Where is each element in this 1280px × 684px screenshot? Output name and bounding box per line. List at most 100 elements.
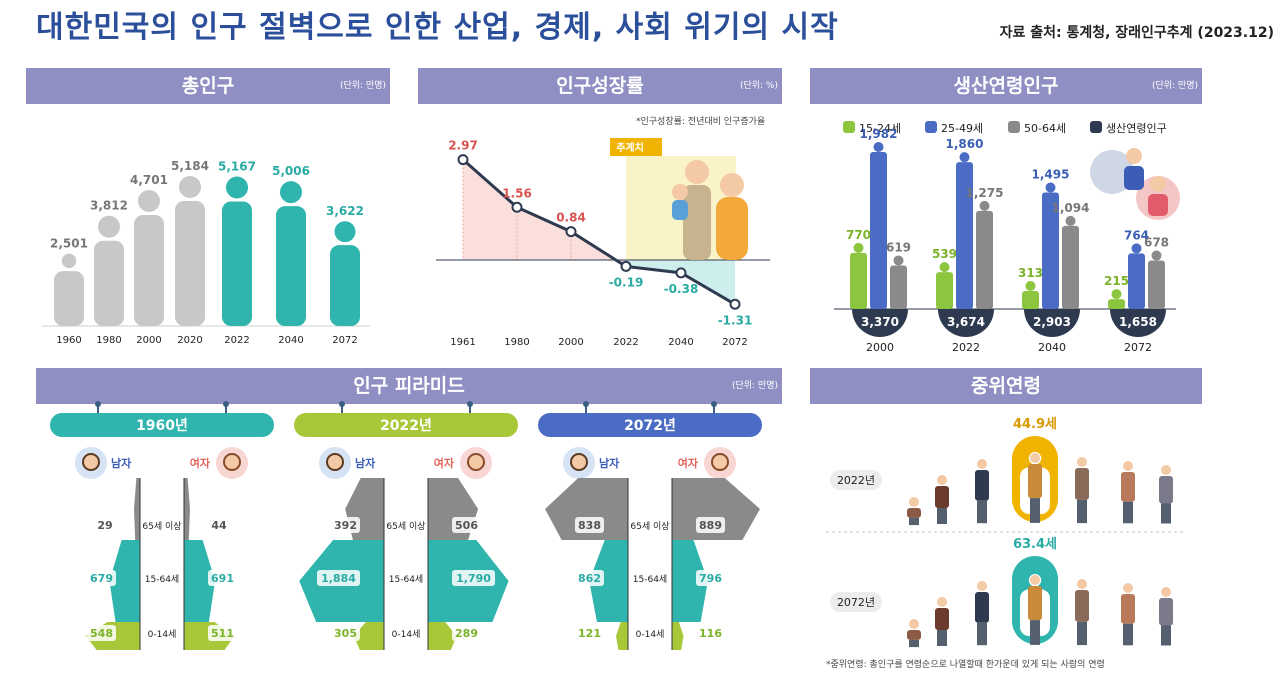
source-note: 자료 출처: 통계청, 장래인구추계 (2023.12): [999, 25, 1274, 41]
median-person-body: [975, 470, 989, 501]
total-value-label: 5,006: [272, 164, 310, 178]
projection-tag: [610, 138, 662, 156]
pyramid-unit: (단위: 만명): [731, 381, 778, 391]
negative-area: [626, 260, 735, 305]
median-person: [1121, 583, 1135, 646]
working-bar-body: [956, 162, 973, 309]
median-person: [975, 459, 989, 524]
year-pill: [294, 413, 518, 437]
pyramid-male-value-bg: [575, 570, 604, 586]
workers-illustration: [1090, 148, 1180, 220]
total-bar-2040-body: [276, 206, 306, 326]
total-bar-2072-head: [334, 221, 356, 243]
working-total-badge: [1110, 309, 1166, 337]
growth-x-tick: 1961: [450, 337, 475, 348]
working-bar-head: [1045, 182, 1056, 193]
total-bar-2000-body: [134, 214, 164, 326]
year-pill-label: 2022년: [380, 418, 432, 434]
median-person: [1159, 587, 1173, 646]
median-person-body: [1028, 586, 1042, 621]
age-group-label: 15-64세: [633, 574, 667, 585]
pyramid-female-value: 289: [455, 627, 478, 640]
mother-head: [720, 173, 744, 197]
working-bar: [1022, 280, 1039, 309]
working-total-label: 3,370: [861, 315, 899, 329]
pill-connector-dot: [339, 401, 345, 407]
working-bar: [936, 262, 953, 309]
total-population-unit: (단위: 만명): [339, 81, 386, 91]
pill-connector-dot: [467, 401, 473, 407]
working-bar: [850, 242, 867, 309]
median-person-head: [1077, 579, 1087, 589]
median-person-head: [977, 581, 987, 591]
pill-connector-dot: [95, 401, 101, 407]
total-bar-1960-head: [61, 253, 77, 269]
working-value-label: 1,094: [1052, 201, 1090, 215]
worker-head: [1126, 148, 1142, 164]
pill-connector-dot: [583, 401, 589, 407]
median-year-label: 2072년: [837, 596, 875, 609]
pyramid-female-value-bg: [452, 625, 481, 641]
pyramid-male-value: 1,884: [321, 572, 356, 585]
median-person-legs: [1030, 620, 1040, 645]
total-x-tick: 2072: [332, 335, 357, 346]
working-bar-head: [979, 200, 990, 211]
working-bar-head: [1151, 250, 1162, 261]
median-person-legs: [1123, 623, 1133, 646]
total-bar-1960: [54, 253, 84, 326]
legend-swatch: [925, 121, 937, 133]
median-person-legs: [937, 508, 947, 524]
pyramid-male-value: 862: [578, 572, 601, 585]
working-bar-body: [850, 252, 867, 309]
median-person-body: [1121, 472, 1135, 502]
working-value-label: 770: [846, 228, 871, 242]
working-total-label: 2,903: [1033, 315, 1071, 329]
pyramid-female-value-bg: [696, 517, 725, 533]
total-bar-2072: [330, 221, 360, 326]
working-value-label: 764: [1124, 228, 1149, 242]
worker-body: [1124, 166, 1144, 190]
female-label: 여자: [434, 456, 455, 470]
working-value-label: 1,495: [1032, 168, 1070, 182]
median-person-head: [1123, 583, 1133, 593]
median-person-head: [1161, 465, 1171, 475]
pyramid-male-value: 392: [334, 519, 357, 532]
working-x-tick: 2040: [1038, 341, 1066, 354]
total-bar-2000-head: [138, 189, 160, 212]
median-person-body: [935, 486, 949, 508]
growth-x-tick: 2022: [613, 337, 638, 348]
median-person-legs: [977, 622, 987, 646]
pyramid-header: 인구 피라미드 (단위: 만명): [36, 368, 782, 404]
median-person-legs: [909, 517, 919, 526]
total-bar-2020: [175, 176, 205, 326]
father-body: [683, 185, 711, 260]
median-age-value: 63.4세: [1013, 537, 1057, 552]
male-avatar-face: [82, 453, 100, 471]
growth-line: [462, 158, 736, 306]
working-bar-head: [1065, 215, 1076, 226]
total-x-tick: 2022: [224, 335, 249, 346]
projection-tag-label: 추계치: [616, 141, 644, 154]
mother-body: [716, 197, 748, 260]
median-person-body: [907, 630, 921, 640]
median-person-body: [1121, 594, 1135, 624]
median-person-head: [1077, 457, 1087, 467]
working-total-label: 1,658: [1119, 315, 1157, 329]
working-bar-body: [1042, 192, 1059, 309]
median-person: [1121, 461, 1135, 524]
working-bar-head: [1111, 289, 1122, 300]
working-total-badge: [1024, 309, 1080, 337]
growth-x-tick: 1980: [504, 337, 529, 348]
total-bar-1980: [94, 215, 124, 326]
age-group-label: 15-64세: [389, 574, 423, 585]
age-group-label: 65세 이상: [386, 521, 425, 532]
working-total-badge: [938, 309, 994, 337]
total-value-label: 5,184: [171, 159, 209, 173]
growth-rate-header: 인구성장률 (단위: %): [418, 68, 782, 104]
median-person-legs: [1077, 621, 1087, 646]
total-bar-2020-body: [175, 201, 205, 326]
father-head: [685, 160, 709, 184]
working-bar-body: [1148, 260, 1165, 309]
